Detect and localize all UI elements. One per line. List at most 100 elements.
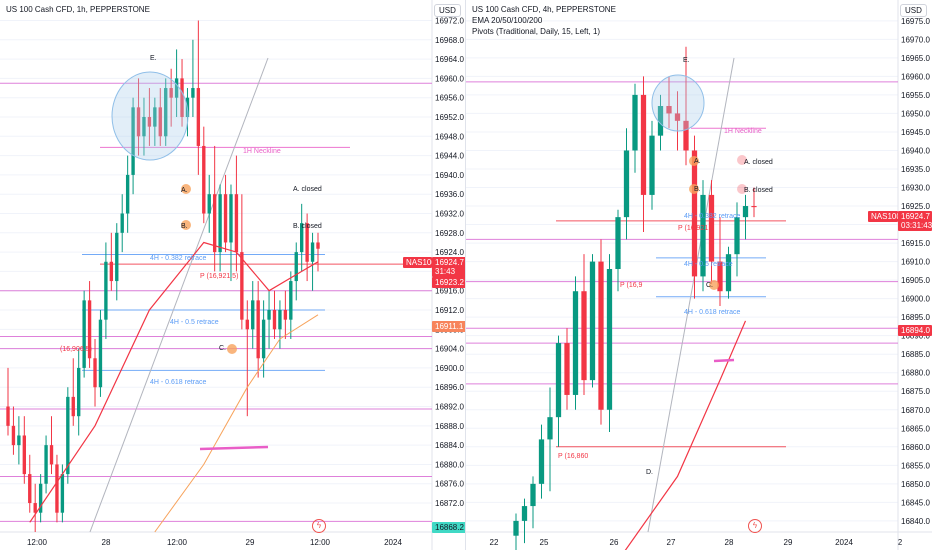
candle[interactable] [640,94,647,195]
candle[interactable] [158,107,162,137]
candle[interactable] [147,116,152,127]
indicator-pivots-label[interactable]: Pivots (Traditional, Daily, 15, Left, 1) [472,27,601,36]
candle[interactable] [38,483,43,513]
candle[interactable] [683,120,689,151]
time-tick-label[interactable]: 29 [784,538,793,547]
candle[interactable] [142,116,146,137]
candle[interactable] [725,254,732,292]
time-tick-label[interactable]: 12:00 [310,538,331,547]
candle[interactable] [229,194,233,243]
candle[interactable] [17,435,21,446]
candle[interactable] [581,291,587,381]
time-tick-label[interactable]: 29 [246,538,255,547]
candle[interactable] [530,483,536,507]
candle[interactable] [174,78,179,98]
last-price-tag[interactable]: 16924.703:31:43 [898,211,932,231]
candle[interactable] [82,300,86,368]
candle[interactable] [310,242,315,262]
ema-fast-line[interactable] [29,241,319,523]
chart-canvas-4h[interactable]: 16975.0 16970.0 16965.0 16960.0 16955.0 16950… [466,0,932,550]
candle[interactable] [22,435,27,475]
candle[interactable] [202,145,206,214]
time-tick-label[interactable]: 12:00 [167,538,188,547]
candle[interactable] [98,319,103,388]
candle[interactable] [674,113,681,121]
candle[interactable] [240,252,244,320]
candle[interactable] [218,194,222,253]
lightning-icon[interactable]: ϟ [748,519,762,533]
time-tick-label[interactable]: 28 [725,538,734,547]
last-price-tag[interactable]: NAS100 [403,257,436,268]
candle[interactable] [742,206,749,218]
candle[interactable] [180,78,184,117]
candle[interactable] [60,474,65,513]
candle[interactable] [564,343,570,395]
candle[interactable] [623,150,630,218]
time-tick-label[interactable]: 28 [102,538,111,547]
candle[interactable] [598,261,604,410]
trend-line[interactable] [647,57,735,533]
chart-canvas-1h[interactable]: 16972.0 16968.0 16964.0 16960.0 16956.0 16952… [0,0,466,550]
candle[interactable] [294,252,298,282]
candle[interactable] [104,261,108,320]
candle[interactable] [267,310,271,320]
price-tag-2[interactable]: 16923.2 [432,277,466,288]
time-tick-label[interactable]: 2024 [384,538,402,547]
ema-fast-line[interactable] [610,320,747,550]
time-tick-label[interactable]: 26 [610,538,619,547]
chart-pane-4h[interactable]: US 100 Cash CFD, 4h, PEPPERSTONE EMA 20/… [466,0,932,550]
candle[interactable] [572,291,579,395]
indicator-ema-label[interactable]: EMA 20/50/100/200 [472,16,543,25]
candle[interactable] [751,206,757,208]
candle[interactable] [44,445,48,484]
candle[interactable] [66,396,70,475]
candle[interactable] [615,217,621,269]
candle[interactable] [93,358,97,388]
candle[interactable] [120,213,124,233]
candle[interactable] [136,107,141,137]
candle[interactable] [153,107,157,127]
candle[interactable] [109,261,114,282]
candle[interactable] [700,194,706,277]
bottom-price-tag[interactable]: 16868.2 [432,522,466,533]
candle[interactable] [169,88,173,98]
candle[interactable] [55,464,59,513]
candle[interactable] [11,425,16,446]
ema-slow-line[interactable] [154,314,319,533]
candle[interactable] [521,506,528,521]
candle[interactable] [283,310,288,320]
candle[interactable] [223,194,228,243]
chart-pane-1h[interactable]: US 100 Cash CFD, 1h, PEPPERSTONE USD 169… [0,0,466,550]
candle[interactable] [131,107,135,175]
candle[interactable] [164,88,168,137]
last-price-tag[interactable]: 16924.731:43 [432,257,466,277]
candle[interactable] [207,194,211,214]
time-tick-label[interactable]: 2024 [835,538,853,547]
candle[interactable] [33,503,37,513]
candle[interactable] [196,88,201,146]
candle[interactable] [589,261,596,381]
currency-label[interactable]: USD [900,4,927,17]
candle[interactable] [717,261,723,292]
candle[interactable] [547,417,553,440]
highlight-circle[interactable] [651,74,705,132]
candle[interactable] [305,223,309,262]
candle[interactable] [49,445,54,465]
last-price-tag[interactable]: NAS100 [868,211,901,222]
candle[interactable] [87,300,92,359]
candle[interactable] [289,281,293,320]
candle[interactable] [272,310,277,330]
candle[interactable] [234,194,239,253]
time-tick-label[interactable]: 22 [490,538,499,547]
candle[interactable] [538,439,545,484]
trend-line[interactable] [89,57,269,533]
candle[interactable] [28,474,32,504]
candle[interactable] [256,300,260,359]
candle[interactable] [6,406,10,426]
candle[interactable] [125,174,130,214]
candle[interactable] [77,367,81,417]
time-tick-label[interactable]: 12:00 [27,538,48,547]
candle[interactable] [632,94,638,151]
time-tick-label[interactable]: 25 [540,538,549,547]
ema-price-tag[interactable]: 16894.0 [898,325,932,336]
